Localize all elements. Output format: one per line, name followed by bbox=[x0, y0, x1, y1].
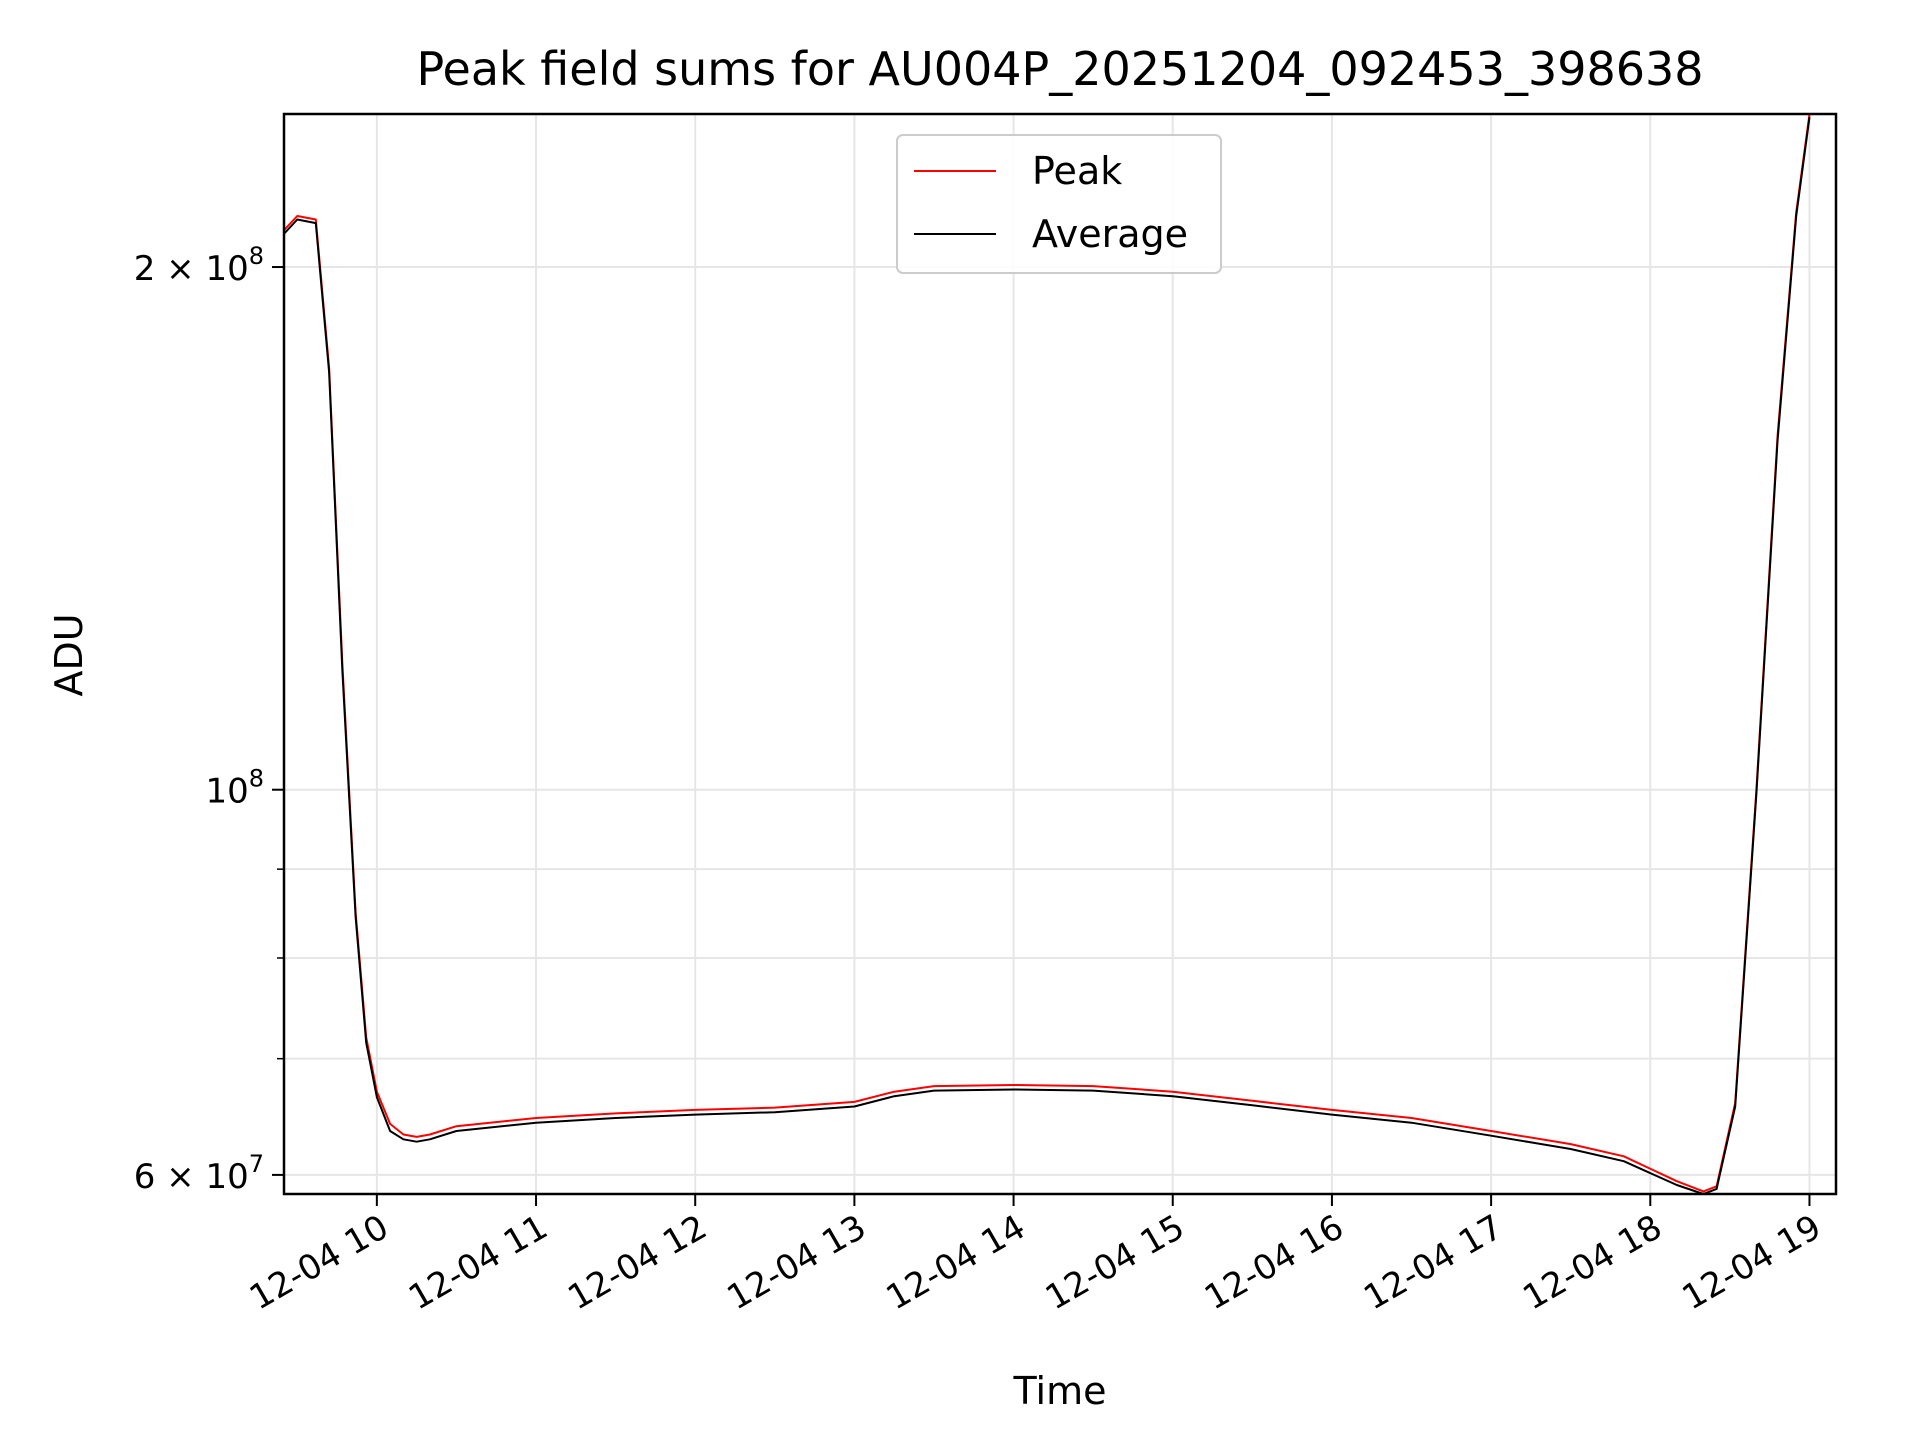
y-axis-label: ADU bbox=[47, 613, 91, 696]
plot-frame bbox=[282, 112, 1838, 1196]
grid bbox=[284, 114, 1836, 1194]
legend-box bbox=[896, 134, 1222, 274]
y-tick-label: 2 × 108 bbox=[134, 242, 264, 289]
x-axis-label: Time bbox=[1013, 1369, 1107, 1413]
legend-label-average: Average bbox=[1032, 212, 1188, 256]
legend: Peak Average bbox=[896, 134, 1222, 274]
y-tick-label: 108 bbox=[205, 765, 264, 812]
y-axis: 6 × 107 108 2 × 108 bbox=[134, 242, 284, 1197]
y-tick-label: 6 × 107 bbox=[134, 1150, 264, 1197]
legend-label-peak: Peak bbox=[1032, 149, 1122, 193]
chart-title: Peak field sums for AU004P_20251204_0924… bbox=[416, 42, 1703, 96]
